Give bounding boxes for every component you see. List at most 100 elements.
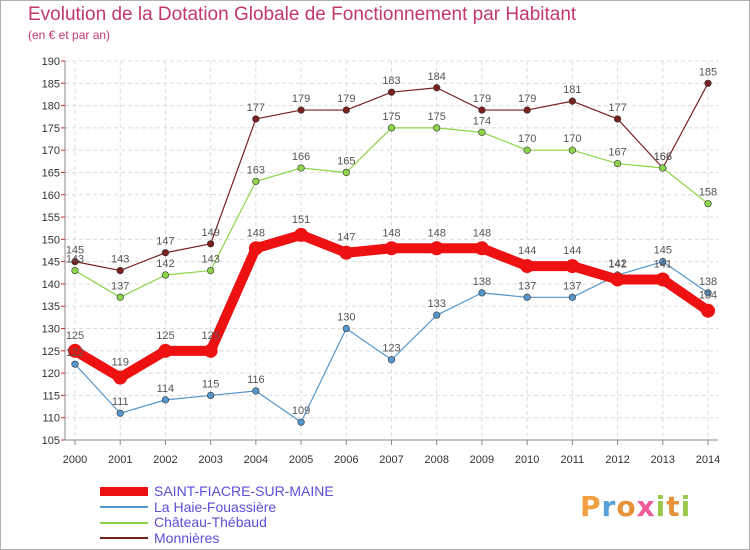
data-label-la-haie-fouassi-re-2013: 145 xyxy=(654,245,672,257)
point-la-haie-fouassi-re-2008 xyxy=(433,311,441,319)
data-label-saint-fiacre-sur-maine-2012: 141 xyxy=(608,258,626,270)
x-tick-label-2009: 2009 xyxy=(470,454,494,466)
y-tick-label-180: 180 xyxy=(42,101,60,113)
y-tick-label-165: 165 xyxy=(42,167,60,179)
data-label-la-haie-fouassi-re-2010: 137 xyxy=(518,280,536,292)
x-tick-label-2008: 2008 xyxy=(424,454,448,466)
x-tick-label-2000: 2000 xyxy=(63,454,87,466)
data-label-ch-teau-th-baud-2005: 166 xyxy=(292,151,310,163)
point-saint-fiacre-sur-maine-2002 xyxy=(158,343,173,358)
point-la-haie-fouassi-re-2010 xyxy=(523,293,531,301)
data-label-monni-res-2011: 181 xyxy=(563,84,581,96)
data-label-saint-fiacre-sur-maine-2003: 125 xyxy=(201,330,219,342)
y-tick-label-185: 185 xyxy=(42,78,60,90)
data-label-monni-res-2000: 145 xyxy=(66,245,84,257)
x-tick-label-2013: 2013 xyxy=(651,454,675,466)
y-tick-label-175: 175 xyxy=(42,123,60,135)
point-monni-res-2012 xyxy=(613,115,622,123)
y-tick-label-105: 105 xyxy=(42,435,60,447)
data-label-monni-res-2007: 183 xyxy=(382,75,400,87)
data-label-monni-res-2004: 177 xyxy=(247,102,265,114)
data-label-la-haie-fouassi-re-2012: 142 xyxy=(608,258,626,270)
legend-label: Monnières xyxy=(154,529,220,546)
proxiti-logo: Proxiti xyxy=(580,490,692,523)
point-monni-res-2009 xyxy=(478,106,486,114)
data-label-saint-fiacre-sur-maine-2004: 148 xyxy=(247,227,265,239)
data-label-monni-res-2003: 149 xyxy=(201,227,219,239)
chart-title: Evolution de la Dotation Globale de Fonc… xyxy=(28,4,577,25)
y-tick-label-170: 170 xyxy=(42,145,60,157)
point-la-haie-fouassi-re-2003 xyxy=(207,391,215,400)
legend: SAINT-FIACRE-SUR-MAINE La Haie-Fouassièr… xyxy=(100,483,334,546)
point-la-haie-fouassi-re-2004 xyxy=(252,387,260,395)
data-label-ch-teau-th-baud-2003: 143 xyxy=(201,254,219,266)
data-label-ch-teau-th-baud-2012: 167 xyxy=(608,147,626,159)
legend-swatch-monnieres xyxy=(100,537,148,540)
point-la-haie-fouassi-re-2009 xyxy=(478,289,486,297)
x-tick-label-2003: 2003 xyxy=(198,454,222,466)
data-label-la-haie-fouassi-re-2009: 138 xyxy=(473,276,491,288)
point-ch-teau-th-baud-2011 xyxy=(568,146,576,154)
y-tick-label-135: 135 xyxy=(42,301,60,313)
data-label-saint-fiacre-sur-maine-2011: 144 xyxy=(563,245,581,257)
data-label-ch-teau-th-baud-2009: 174 xyxy=(473,115,491,127)
point-monni-res-2000 xyxy=(71,258,79,266)
data-label-saint-fiacre-sur-maine-2005: 151 xyxy=(292,214,310,226)
y-tick-label-160: 160 xyxy=(42,190,60,202)
data-label-la-haie-fouassi-re-2007: 123 xyxy=(382,343,400,355)
point-ch-teau-th-baud-2002 xyxy=(161,271,170,279)
y-tick-label-130: 130 xyxy=(42,324,60,336)
point-ch-teau-th-baud-2004 xyxy=(252,177,260,185)
point-la-haie-fouassi-re-2011 xyxy=(568,293,576,301)
point-ch-teau-th-baud-2005 xyxy=(297,164,305,172)
x-tick-label-2014: 2014 xyxy=(696,454,720,466)
data-label-monni-res-2010: 179 xyxy=(518,93,536,105)
point-la-haie-fouassi-re-2005 xyxy=(297,418,305,426)
series-layer xyxy=(68,79,715,426)
data-label-ch-teau-th-baud-2002: 142 xyxy=(156,258,174,270)
y-tick-label-140: 140 xyxy=(42,279,60,291)
point-la-haie-fouassi-re-2006 xyxy=(342,324,350,333)
legend-swatch-la-haie-fouassiere xyxy=(100,506,148,509)
data-label-saint-fiacre-sur-maine-2010: 144 xyxy=(518,245,536,257)
data-label-ch-teau-th-baud-2013: 166 xyxy=(654,151,672,163)
data-label-ch-teau-th-baud-2008: 175 xyxy=(428,111,446,123)
point-saint-fiacre-sur-maine-2006 xyxy=(339,245,354,260)
data-label-ch-teau-th-baud-2007: 175 xyxy=(382,111,400,123)
data-label-la-haie-fouassi-re-2006: 130 xyxy=(337,312,355,324)
data-label-ch-teau-th-baud-2001: 137 xyxy=(111,280,129,292)
data-label-la-haie-fouassi-re-2002: 114 xyxy=(157,383,175,395)
point-saint-fiacre-sur-maine-2011 xyxy=(565,259,580,274)
point-ch-teau-th-baud-2006 xyxy=(342,168,350,177)
x-tick-label-2005: 2005 xyxy=(289,454,313,466)
point-saint-fiacre-sur-maine-2000 xyxy=(68,343,82,358)
x-tick-label-2006: 2006 xyxy=(334,454,358,466)
point-ch-teau-th-baud-2013 xyxy=(659,164,667,172)
point-la-haie-fouassi-re-2001 xyxy=(116,409,124,417)
point-monni-res-2004 xyxy=(252,115,260,123)
point-monni-res-2007 xyxy=(387,88,396,96)
data-label-monni-res-2013: 166 xyxy=(654,151,672,163)
data-label-monni-res-2002: 147 xyxy=(156,236,174,248)
data-label-la-haie-fouassi-re-2001: 111 xyxy=(112,396,129,408)
data-label-monni-res-2001: 143 xyxy=(111,254,129,266)
chart-subtitle: (en € et par an) xyxy=(28,28,111,42)
point-ch-teau-th-baud-2003 xyxy=(207,266,215,275)
x-tick-label-2012: 2012 xyxy=(605,454,629,466)
data-label-saint-fiacre-sur-maine-2008: 148 xyxy=(428,227,446,239)
point-saint-fiacre-sur-maine-2001 xyxy=(113,370,128,385)
point-ch-teau-th-baud-2008 xyxy=(433,124,441,132)
y-tick-label-115: 115 xyxy=(42,390,60,402)
point-la-haie-fouassi-re-2000 xyxy=(71,360,79,368)
point-la-haie-fouassi-re-2013 xyxy=(659,258,667,266)
point-saint-fiacre-sur-maine-2009 xyxy=(474,241,489,256)
point-saint-fiacre-sur-maine-2004 xyxy=(248,241,263,256)
data-label-saint-fiacre-sur-maine-2014: 134 xyxy=(699,290,717,302)
legend-swatch-saint-fiacre xyxy=(100,487,148,497)
point-ch-teau-th-baud-2007 xyxy=(387,124,396,132)
legend-label: SAINT-FIACRE-SUR-MAINE xyxy=(154,483,334,499)
data-label-saint-fiacre-sur-maine-2002: 125 xyxy=(156,330,174,342)
point-ch-teau-th-baud-2012 xyxy=(613,159,622,168)
legend-item-saint-fiacre: SAINT-FIACRE-SUR-MAINE xyxy=(100,483,334,500)
